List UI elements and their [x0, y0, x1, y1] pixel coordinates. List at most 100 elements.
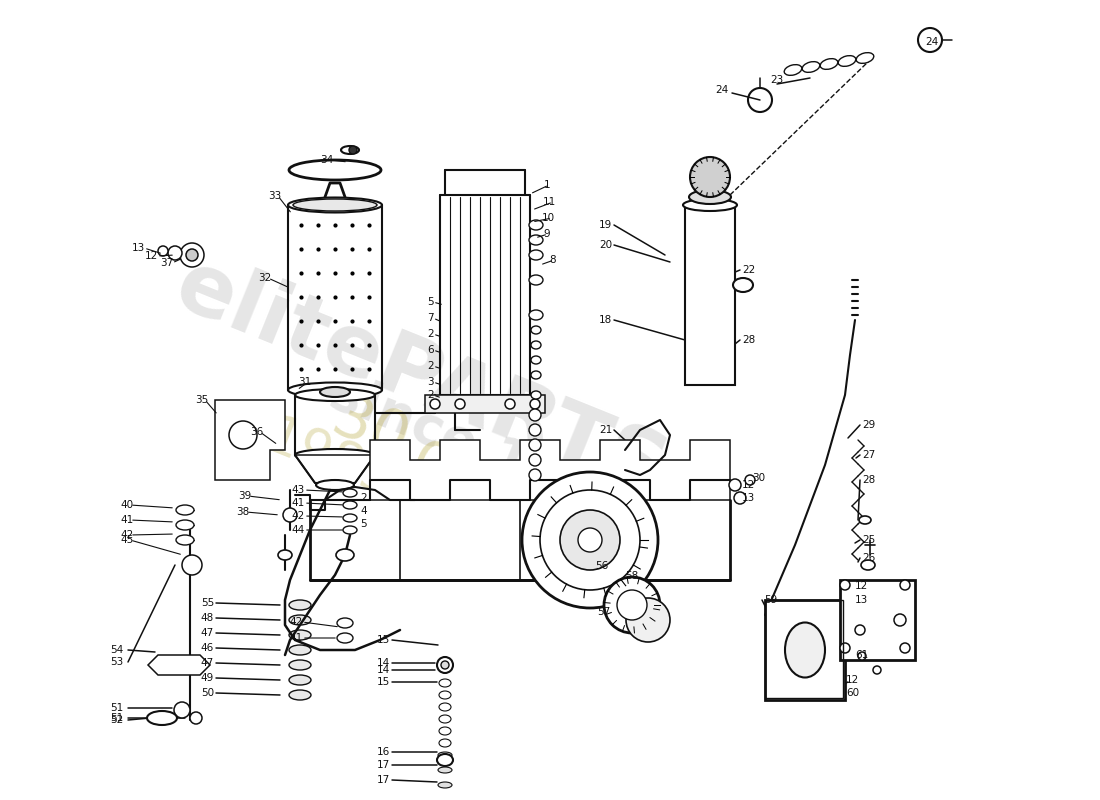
- Text: 4: 4: [360, 506, 366, 516]
- Text: 17: 17: [376, 775, 390, 785]
- Text: 8: 8: [549, 255, 556, 265]
- Text: 3: 3: [428, 377, 435, 387]
- Circle shape: [745, 475, 755, 485]
- Text: 30: 30: [323, 388, 417, 472]
- Text: 60: 60: [846, 688, 859, 698]
- Ellipse shape: [343, 489, 358, 497]
- Text: 43: 43: [292, 485, 305, 495]
- Text: 41: 41: [292, 498, 305, 508]
- Ellipse shape: [293, 199, 377, 211]
- Text: 47: 47: [200, 658, 214, 668]
- Circle shape: [174, 702, 190, 718]
- Text: 0: 0: [402, 435, 459, 505]
- Text: 2: 2: [360, 493, 366, 503]
- Ellipse shape: [343, 514, 358, 522]
- Text: 44: 44: [292, 525, 305, 535]
- Ellipse shape: [176, 505, 194, 515]
- Circle shape: [455, 399, 465, 409]
- Text: 1: 1: [510, 455, 569, 525]
- Ellipse shape: [289, 690, 311, 700]
- Text: 31: 31: [298, 377, 311, 387]
- Ellipse shape: [289, 660, 311, 670]
- Ellipse shape: [529, 220, 543, 230]
- Circle shape: [626, 598, 670, 642]
- Ellipse shape: [438, 752, 452, 758]
- Circle shape: [158, 246, 168, 256]
- Text: elitePARTS: elitePARTS: [163, 244, 678, 516]
- Text: 28: 28: [862, 475, 876, 485]
- Text: 61: 61: [855, 650, 868, 660]
- Text: 46: 46: [200, 643, 214, 653]
- Text: 14: 14: [376, 658, 390, 668]
- Circle shape: [858, 652, 866, 660]
- Text: 59: 59: [764, 595, 778, 605]
- Text: 2: 2: [428, 390, 435, 400]
- Ellipse shape: [531, 391, 541, 399]
- Text: 37: 37: [160, 258, 173, 268]
- Circle shape: [522, 472, 658, 608]
- Ellipse shape: [289, 645, 311, 655]
- Circle shape: [190, 712, 202, 724]
- Text: 12: 12: [145, 251, 158, 261]
- Circle shape: [441, 661, 449, 669]
- Polygon shape: [295, 455, 375, 483]
- Text: 54: 54: [110, 645, 123, 655]
- Text: 22: 22: [742, 265, 756, 275]
- Circle shape: [900, 643, 910, 653]
- Ellipse shape: [531, 371, 541, 379]
- Ellipse shape: [785, 622, 825, 678]
- Ellipse shape: [689, 190, 732, 204]
- Text: 29: 29: [862, 420, 876, 430]
- Circle shape: [529, 424, 541, 436]
- Text: 52: 52: [110, 715, 123, 725]
- Circle shape: [529, 409, 541, 421]
- Circle shape: [840, 580, 850, 590]
- Text: 5: 5: [360, 519, 366, 529]
- Ellipse shape: [838, 56, 856, 66]
- Circle shape: [540, 490, 640, 590]
- Ellipse shape: [343, 526, 358, 534]
- Text: 11: 11: [543, 197, 557, 207]
- Bar: [840, 580, 915, 660]
- Ellipse shape: [802, 62, 820, 72]
- Ellipse shape: [733, 278, 754, 292]
- Text: 38: 38: [236, 507, 250, 517]
- Text: 32: 32: [258, 273, 272, 283]
- Ellipse shape: [531, 356, 541, 364]
- Text: 12: 12: [846, 675, 859, 685]
- Circle shape: [604, 577, 660, 633]
- Text: 57: 57: [596, 607, 611, 617]
- Circle shape: [180, 243, 204, 267]
- Circle shape: [505, 399, 515, 409]
- Ellipse shape: [320, 387, 350, 397]
- Circle shape: [229, 421, 257, 449]
- Text: 13: 13: [855, 595, 868, 605]
- Text: 55: 55: [200, 598, 214, 608]
- Text: 27: 27: [862, 450, 876, 460]
- Text: 28: 28: [742, 335, 756, 345]
- Text: 25: 25: [862, 535, 876, 545]
- Circle shape: [617, 590, 647, 620]
- Circle shape: [900, 580, 910, 590]
- Circle shape: [840, 643, 850, 653]
- Ellipse shape: [289, 675, 311, 685]
- Text: 21: 21: [598, 425, 612, 435]
- Text: 16: 16: [376, 747, 390, 757]
- Circle shape: [283, 508, 297, 522]
- Ellipse shape: [337, 618, 353, 628]
- Text: 17: 17: [376, 760, 390, 770]
- Text: 41: 41: [120, 515, 133, 525]
- Ellipse shape: [438, 767, 452, 773]
- Text: 56: 56: [595, 561, 608, 571]
- Ellipse shape: [295, 389, 375, 401]
- Text: 51: 51: [110, 703, 123, 713]
- Ellipse shape: [529, 235, 543, 245]
- Ellipse shape: [176, 520, 194, 530]
- Text: 13: 13: [742, 493, 756, 503]
- Text: 6: 6: [428, 345, 435, 355]
- Ellipse shape: [439, 691, 451, 699]
- Ellipse shape: [437, 754, 453, 766]
- Circle shape: [529, 469, 541, 481]
- Text: 9: 9: [543, 229, 550, 239]
- Circle shape: [530, 399, 540, 409]
